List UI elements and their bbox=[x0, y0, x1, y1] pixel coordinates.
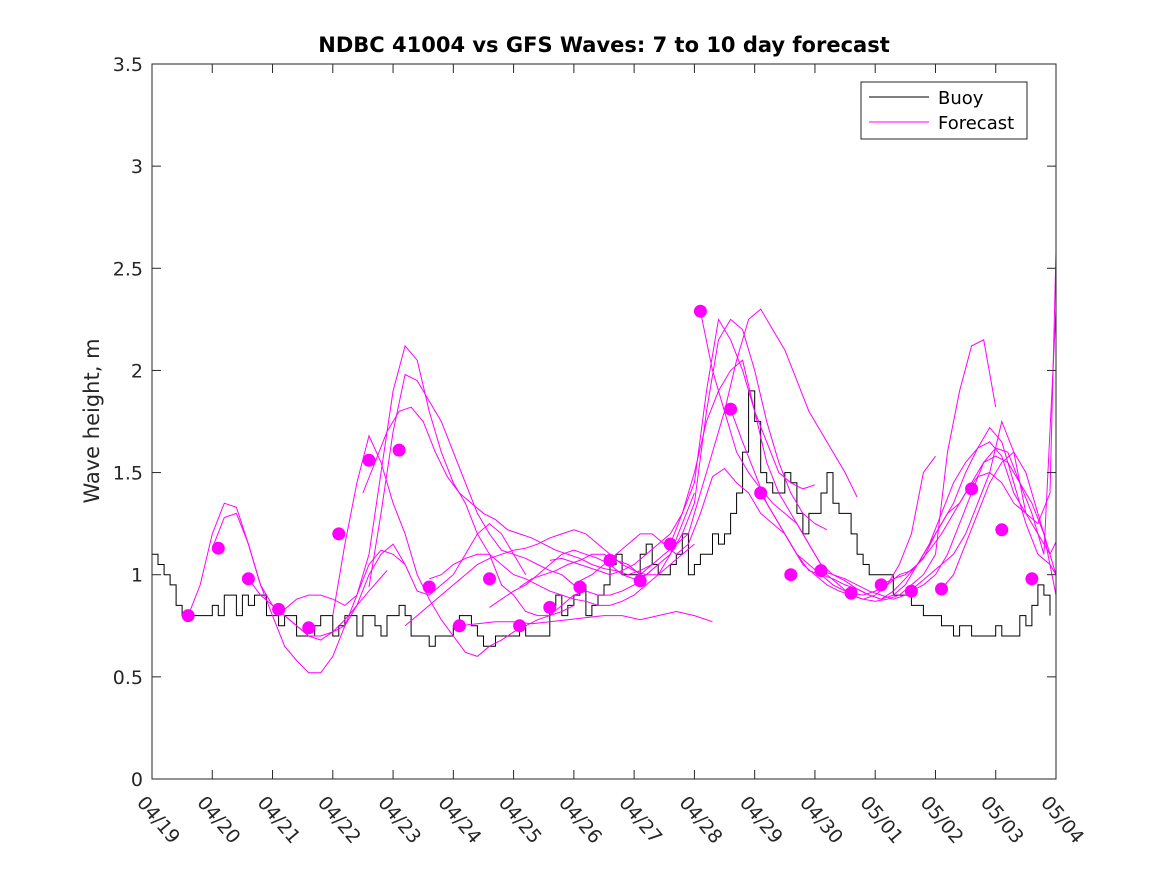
forecast-marker bbox=[995, 523, 1009, 537]
forecast-marker bbox=[241, 572, 255, 586]
forecast-marker bbox=[874, 578, 888, 592]
forecast-marker bbox=[814, 564, 828, 578]
forecast-marker bbox=[693, 304, 707, 318]
forecast-marker bbox=[844, 586, 858, 600]
y-tick-label: 1 bbox=[131, 565, 143, 587]
forecast-marker bbox=[362, 453, 376, 467]
x-tick-label: 04/24 bbox=[433, 792, 485, 848]
x-tick-label: 04/26 bbox=[554, 792, 606, 848]
x-tick-label: 04/27 bbox=[614, 792, 666, 848]
plot-area bbox=[152, 64, 1056, 779]
forecast-marker bbox=[392, 443, 406, 457]
forecast-line-14 bbox=[579, 467, 858, 596]
forecast-marker bbox=[272, 602, 286, 616]
x-tick-label: 04/23 bbox=[373, 792, 425, 848]
x-tick-label: 05/02 bbox=[916, 792, 968, 848]
x-tick-label: 04/29 bbox=[735, 792, 787, 848]
y-tick-label: 3.5 bbox=[113, 54, 143, 76]
forecast-line-11 bbox=[489, 318, 828, 608]
forecast-marker bbox=[633, 574, 647, 588]
forecast-marker bbox=[603, 553, 617, 567]
forecast-line-16 bbox=[699, 311, 1027, 600]
forecast-line-5 bbox=[332, 434, 587, 657]
x-tick-label: 05/04 bbox=[1036, 792, 1088, 848]
legend-box bbox=[860, 81, 1028, 140]
forecast-marker bbox=[1025, 572, 1039, 586]
forecast-line-3 bbox=[247, 522, 527, 637]
y-tick-label: 3 bbox=[131, 156, 143, 178]
forecast-marker bbox=[513, 619, 527, 633]
forecast-marker bbox=[422, 580, 436, 594]
forecast-line-19 bbox=[820, 441, 1057, 600]
forecast-line-18 bbox=[760, 426, 1057, 600]
x-tick-label: 05/03 bbox=[976, 792, 1028, 848]
y-tick-label: 0 bbox=[131, 769, 143, 791]
y-tick-label: 2.5 bbox=[113, 258, 143, 280]
x-tick-label: 04/25 bbox=[494, 792, 546, 848]
legend-forecast-label: Forecast bbox=[938, 113, 1014, 134]
forecast-marker bbox=[302, 621, 316, 635]
forecast-marker bbox=[573, 580, 587, 594]
forecast-marker bbox=[332, 527, 346, 541]
forecast-line-7 bbox=[368, 373, 659, 596]
x-tick-label: 04/28 bbox=[675, 792, 727, 848]
forecast-line-12 bbox=[519, 308, 858, 588]
axes-box bbox=[151, 63, 1057, 780]
forecast-line-22 bbox=[911, 309, 1057, 592]
forecast-series-group bbox=[187, 251, 1057, 674]
x-tick-label: 04/22 bbox=[313, 792, 365, 848]
x-tick-label: 04/21 bbox=[253, 792, 305, 848]
forecast-marker bbox=[754, 486, 768, 500]
y-axis-ticks: 0 0.5 1 1.5 2 2.5 3 3.5 bbox=[113, 54, 1056, 791]
forecast-marker bbox=[543, 600, 557, 614]
forecast-markers bbox=[181, 304, 1039, 635]
forecast-marker bbox=[452, 619, 466, 633]
legend-buoy-label: Buoy bbox=[938, 88, 984, 109]
forecast-line-9 bbox=[429, 492, 695, 606]
forecast-marker bbox=[211, 541, 225, 555]
forecast-marker bbox=[181, 609, 195, 623]
forecast-line-6 bbox=[362, 406, 653, 576]
forecast-line-10 bbox=[459, 610, 713, 627]
y-axis-label: Wave height, m bbox=[80, 338, 104, 503]
forecast-marker bbox=[663, 537, 677, 551]
y-tick-label: 2 bbox=[131, 360, 143, 382]
x-tick-label: 04/20 bbox=[192, 792, 244, 848]
legend: Buoy Forecast bbox=[860, 81, 1028, 140]
y-tick-label: 0.5 bbox=[113, 667, 143, 689]
chart-title: NDBC 41004 vs GFS Waves: 7 to 10 day for… bbox=[318, 33, 889, 57]
forecast-marker bbox=[724, 402, 738, 416]
x-tick-label: 04/19 bbox=[132, 792, 184, 848]
forecast-marker bbox=[904, 584, 918, 598]
forecast-marker bbox=[483, 572, 496, 586]
forecast-marker bbox=[784, 568, 798, 582]
forecast-line-4 bbox=[284, 344, 575, 617]
x-tick-label: 04/30 bbox=[795, 792, 847, 848]
y-tick-label: 1.5 bbox=[113, 463, 143, 485]
forecast-marker bbox=[965, 482, 979, 496]
x-tick-label: 05/01 bbox=[855, 792, 907, 848]
forecast-marker bbox=[935, 582, 948, 596]
forecast-line-23 bbox=[941, 451, 1057, 590]
